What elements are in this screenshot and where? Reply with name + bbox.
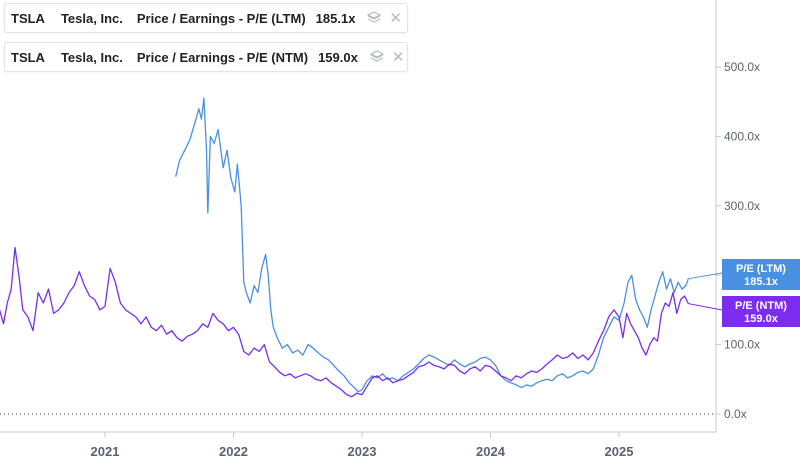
close-icon[interactable]: ✕ bbox=[391, 49, 405, 66]
x-tick-label: 2023 bbox=[348, 444, 377, 459]
legend-metric: Price / Earnings - P/E (NTM) bbox=[136, 49, 309, 65]
series-layer bbox=[0, 97, 690, 398]
y-tick-label: 300.0x bbox=[724, 199, 760, 213]
badge-label: P/E (LTM) bbox=[736, 263, 786, 275]
y-tick-label: 0.0x bbox=[724, 407, 747, 421]
badge-label: P/E (NTM) bbox=[735, 300, 787, 312]
layers-add-icon[interactable] bbox=[369, 49, 385, 65]
end-badge-ntm: P/E (NTM)159.0x bbox=[688, 296, 800, 327]
x-tick-label: 2024 bbox=[476, 444, 506, 459]
layers-add-icon[interactable] bbox=[367, 10, 382, 26]
series-line-ltm bbox=[175, 97, 690, 393]
x-tick-label: 2025 bbox=[605, 444, 634, 459]
legend-company: Tesla, Inc. bbox=[60, 10, 123, 26]
legend-row-ltm[interactable]: TSLA Tesla, Inc. Price / Earnings - P/E … bbox=[4, 3, 408, 33]
y-tick-label: 400.0x bbox=[724, 129, 760, 143]
legend-ticker: TSLA bbox=[11, 10, 45, 26]
x-axis-ticks: 2021 2022 2023 2024 2025 bbox=[91, 432, 634, 459]
legend-value: 185.1x bbox=[315, 10, 356, 26]
legend-metric: Price / Earnings - P/E (LTM) bbox=[136, 10, 306, 26]
badge-value: 185.1x bbox=[744, 276, 779, 288]
y-tick-label: 100.0x bbox=[724, 338, 760, 352]
legend-value: 159.0x bbox=[318, 49, 358, 65]
y-tick-label: 500.0x bbox=[724, 60, 760, 74]
x-tick-label: 2022 bbox=[219, 444, 248, 459]
close-icon[interactable]: ✕ bbox=[389, 10, 402, 27]
series-line-ntm bbox=[0, 246, 689, 398]
x-tick-label: 2021 bbox=[91, 444, 120, 459]
legend-row-ntm[interactable]: TSLA Tesla, Inc. Price / Earnings - P/E … bbox=[4, 42, 408, 72]
end-badge-ltm: P/E (LTM)185.1x bbox=[688, 259, 800, 290]
legend-ticker: TSLA bbox=[11, 49, 45, 65]
legend-company: Tesla, Inc. bbox=[60, 49, 123, 65]
end-value-badges: P/E (LTM)185.1x P/E (NTM)159.0x bbox=[688, 259, 800, 327]
badge-value: 159.0x bbox=[744, 313, 779, 325]
